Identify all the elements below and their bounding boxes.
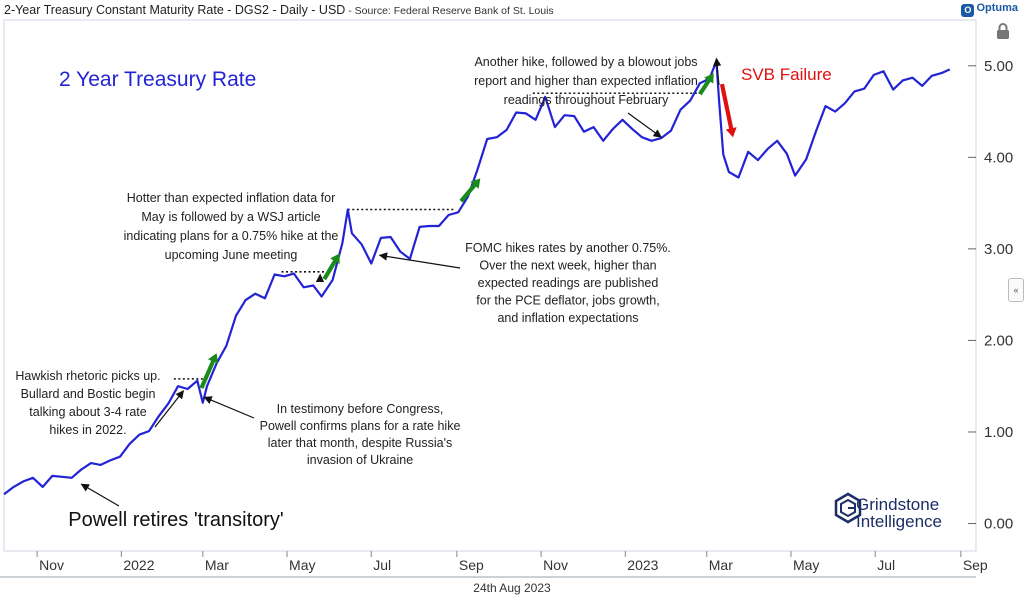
annotation-line: Over the next week, higher than — [479, 259, 656, 273]
chart-title: 2 Year Treasury Rate — [59, 68, 256, 91]
x-tick-label: Mar — [709, 557, 733, 573]
annotation-pointer — [203, 396, 255, 419]
x-tick-label: 2022 — [123, 557, 154, 573]
annotation-line: SVB Failure — [741, 65, 832, 84]
annotation-line: talking about 3-4 rate — [29, 405, 146, 419]
annotation-line: Hawkish rhetoric picks up. — [15, 369, 160, 383]
annotation-line: and inflation expectations — [497, 311, 638, 325]
annotation-line: invasion of Ukraine — [307, 453, 413, 467]
x-tick-label: May — [793, 557, 819, 573]
up-trend-arrow — [698, 73, 714, 96]
logo-line1: Grindstone — [856, 495, 940, 514]
up-trend-arrow — [199, 353, 219, 389]
annotation-pointer — [712, 57, 722, 86]
x-tick-label: Mar — [205, 557, 229, 573]
x-tick-label: Jul — [877, 557, 895, 573]
down-trend-arrow — [719, 83, 737, 138]
y-tick-label: 1.00 — [984, 424, 1013, 441]
annotation-line: May is followed by a WSJ article — [141, 210, 320, 224]
annotation-line: Another hike, followed by a blowout jobs — [474, 55, 697, 69]
x-tick-label: May — [289, 557, 315, 573]
annotation-line: upcoming June meeting — [165, 248, 298, 262]
x-tick-label: Nov — [39, 557, 64, 573]
annotation-line: readings throughout February — [504, 93, 669, 107]
x-tick-label: Sep — [459, 557, 484, 573]
annotation-pointer — [627, 112, 662, 138]
annotation-line: for the PCE deflator, jobs growth, — [476, 294, 659, 308]
annotation-testimony: In testimony before Congress, Powell conf… — [260, 402, 461, 467]
y-tick-label: 5.00 — [984, 58, 1013, 75]
annotation-line: FOMC hikes rates by another 0.75%. — [465, 241, 671, 255]
footer-date: 24th Aug 2023 — [473, 581, 551, 595]
annotation-line: Powell retires 'transitory' — [68, 509, 283, 531]
annotation-line: expected readings are published — [478, 276, 659, 290]
chart-header-title: 2-Year Treasury Constant Maturity Rate -… — [4, 3, 554, 17]
annotation-another-hike: Another hike, followed by a blowout jobs… — [474, 55, 698, 107]
y-tick-label: 4.00 — [984, 149, 1013, 166]
optuma-logo-icon: O — [961, 4, 975, 17]
annotation-line: report and higher than expected inflatio… — [474, 74, 698, 88]
annotation-powell-transitory: Powell retires 'transitory' — [68, 509, 283, 531]
annotation-svb: SVB Failure — [741, 65, 832, 84]
annotation-line: later that month, despite Russia's — [268, 436, 452, 450]
lock-icon[interactable] — [995, 22, 1011, 40]
grindstone-logo-text: Grindstone Intelligence — [856, 496, 942, 530]
annotation-fomc: FOMC hikes rates by another 0.75%. Over t… — [465, 241, 671, 325]
up-trend-arrow — [459, 178, 481, 203]
x-tick-label: Sep — [963, 557, 988, 573]
x-tick-label: Jul — [373, 557, 391, 573]
y-tick-label: 3.00 — [984, 241, 1013, 258]
logo-line2: Intelligence — [856, 512, 943, 531]
annotation-pointer — [154, 390, 185, 428]
annotation-line: indicating plans for a 0.75% hike at the — [124, 229, 339, 243]
source-note: - Source: Federal Reserve Bank of St. Lo… — [345, 5, 554, 17]
optuma-brand: O Optuma — [961, 2, 1018, 17]
annotation-pointer — [378, 252, 461, 269]
x-tick-label: Nov — [543, 557, 568, 573]
annotation-line: Bullard and Bostic begin — [21, 387, 156, 401]
grindstone-logo-icon — [834, 492, 862, 524]
annotation-hawkish: Hawkish rhetoric picks up. Bullard and Bo… — [15, 369, 160, 437]
annotation-line: hikes in 2022. — [49, 423, 126, 437]
annotation-line: Powell confirms plans for a rate hike — [260, 419, 461, 433]
plot-frame — [3, 19, 977, 552]
annotation-pointer — [80, 483, 120, 507]
y-tick-label: 0.00 — [984, 516, 1013, 533]
up-trend-arrow — [322, 253, 340, 281]
series-line — [3, 60, 951, 496]
annotation-hotter: Hotter than expected inflation data for M… — [124, 191, 339, 262]
annotation-line: Hotter than expected inflation data for — [127, 191, 335, 205]
chart-header: 2-Year Treasury Constant Maturity Rate -… — [0, 0, 1024, 20]
annotation-line: In testimony before Congress, — [277, 402, 444, 416]
y-tick-label: 2.00 — [984, 332, 1013, 349]
x-tick-label: 2023 — [627, 557, 658, 573]
